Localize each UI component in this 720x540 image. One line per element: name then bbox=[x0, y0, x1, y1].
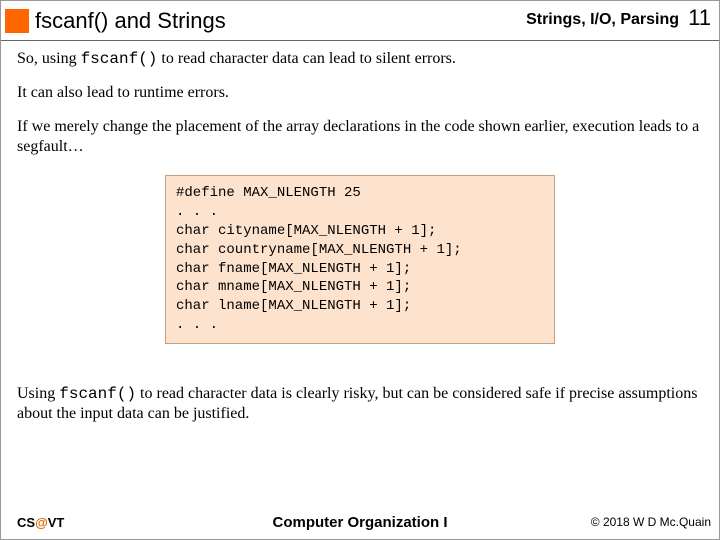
slide-header: fscanf() and Strings Strings, I/O, Parsi… bbox=[1, 1, 719, 41]
text: So, using bbox=[17, 50, 81, 67]
accent-square-icon bbox=[5, 9, 29, 33]
footer-copyright: © 2018 W D Mc.Quain bbox=[591, 515, 711, 529]
code-inline: fscanf() bbox=[81, 50, 158, 68]
paragraph-2: It can also lead to runtime errors. bbox=[17, 83, 703, 103]
slide-title: fscanf() and Strings bbox=[35, 8, 226, 34]
page-number: 11 bbox=[688, 5, 711, 31]
paragraph-3: If we merely change the placement of the… bbox=[17, 117, 703, 157]
text: to read character data can lead to silen… bbox=[157, 50, 456, 67]
code-block: #define MAX_NLENGTH 25 . . . char cityna… bbox=[165, 175, 555, 344]
paragraph-1: So, using fscanf() to read character dat… bbox=[17, 49, 703, 69]
slide-subtitle: Strings, I/O, Parsing bbox=[526, 11, 679, 29]
slide-body: So, using fscanf() to read character dat… bbox=[17, 49, 703, 438]
paragraph-4: Using fscanf() to read character data is… bbox=[17, 384, 703, 424]
text: Using bbox=[17, 385, 59, 402]
code-inline: fscanf() bbox=[59, 385, 136, 403]
slide-footer: CS@VT Computer Organization I © 2018 W D… bbox=[1, 509, 719, 535]
slide: fscanf() and Strings Strings, I/O, Parsi… bbox=[0, 0, 720, 540]
